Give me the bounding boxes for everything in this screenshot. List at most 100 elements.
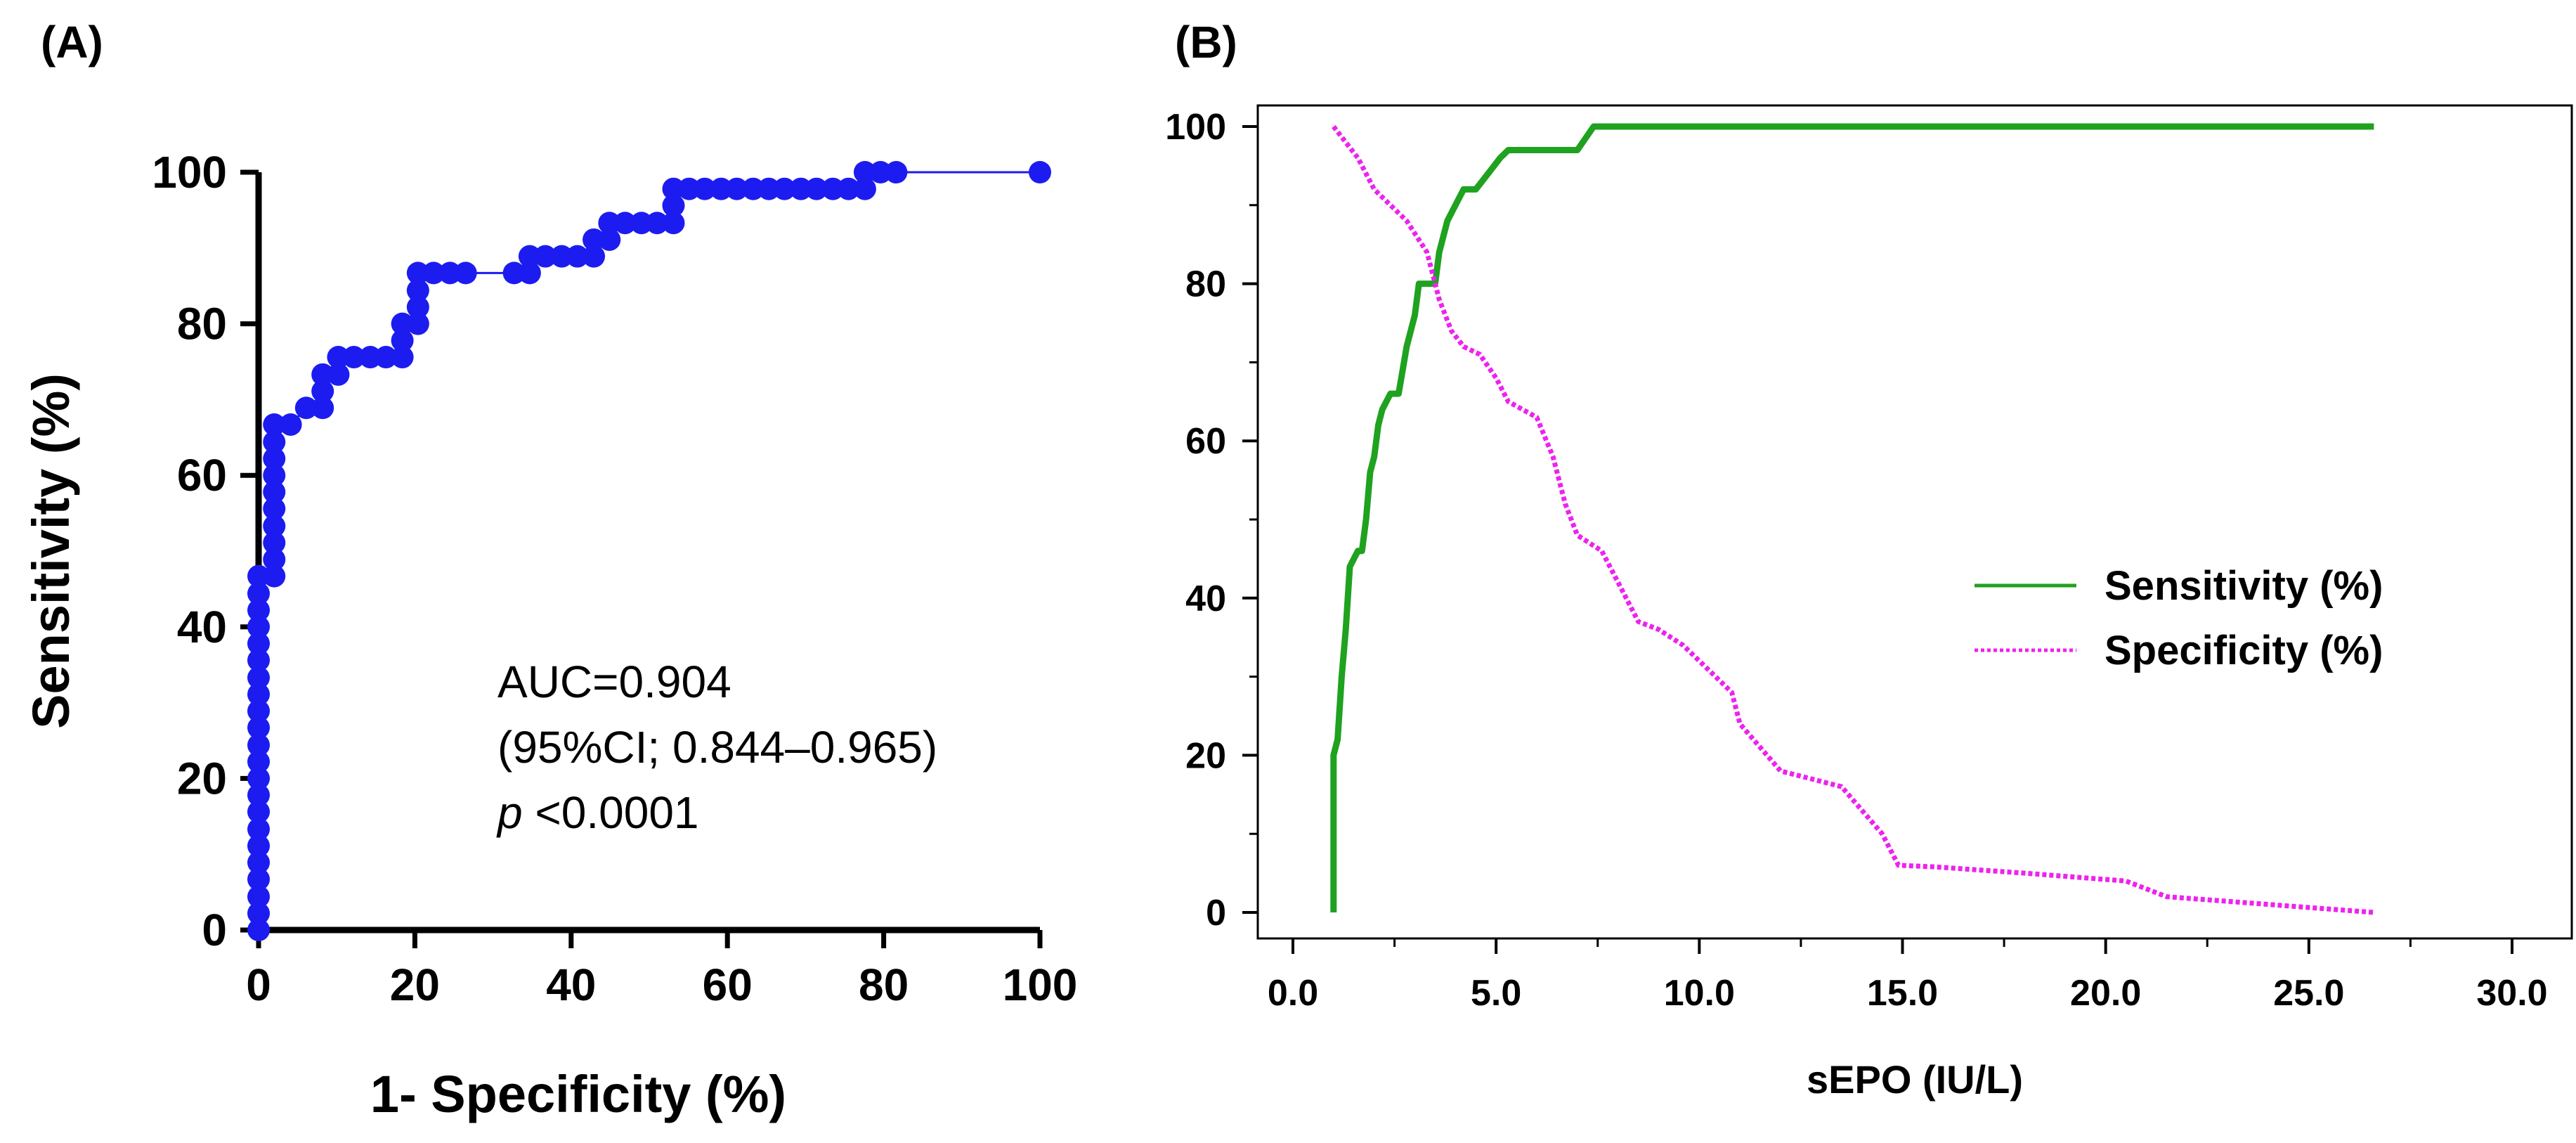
roc-y-tick-label: 0 [202, 905, 227, 955]
roc-y-tick-label: 40 [177, 602, 227, 652]
roc-point [247, 632, 270, 655]
roc-x-tick-label: 0 [246, 960, 271, 1010]
roc-point [263, 480, 286, 503]
legend-sensitivity-label: Sensitivity (%) [2105, 563, 2383, 609]
roc-point [247, 750, 270, 773]
roc-point [311, 380, 334, 403]
roc-point [518, 261, 541, 285]
roc-point [247, 699, 270, 723]
roc-y-tick-label: 20 [177, 753, 227, 803]
roc-point [566, 245, 589, 268]
roc-curve-points [247, 161, 1051, 941]
roc-x-axis-title: 1- Specificity (%) [370, 1065, 786, 1123]
legend-specificity-label: Specificity (%) [2105, 628, 2383, 673]
roc-x-tick-label: 100 [1003, 960, 1078, 1010]
roc-point [725, 177, 748, 200]
cutoff-panel: (B) 0.0 5.0 10.0 15.0 20.0 25.0 30.0 0 20 40 60 80 1… [1165, 17, 2573, 1102]
cutoff-y-tick-label: 80 [1185, 264, 1226, 305]
roc-point [502, 261, 526, 285]
legend: Sensitivity (%) Specificity (%) [1975, 563, 2383, 673]
roc-point [263, 515, 286, 538]
roc-point [263, 564, 286, 588]
roc-point [598, 212, 621, 235]
p-value: p <0.0001 [496, 787, 699, 838]
roc-point [662, 177, 685, 200]
roc-point [247, 683, 270, 706]
specificity-line [1332, 124, 2374, 915]
roc-point [454, 261, 477, 285]
roc-point [853, 161, 876, 183]
cutoff-y-tick-label: 40 [1185, 579, 1226, 619]
roc-point [311, 396, 334, 420]
p-value-label: p [496, 787, 523, 838]
roc-point [391, 329, 414, 352]
roc-point [263, 430, 286, 453]
roc-point [438, 261, 462, 285]
roc-point [630, 212, 653, 235]
roc-point [263, 413, 286, 436]
roc-point [518, 245, 541, 268]
roc-point [773, 177, 796, 200]
roc-point [1029, 161, 1051, 183]
cutoff-x-tick-label: 5.0 [1471, 973, 1521, 1014]
auc-value: AUC=0.904 [497, 657, 731, 707]
roc-point [327, 363, 350, 386]
roc-point [279, 413, 302, 436]
roc-point [247, 919, 270, 941]
p-value-number: <0.0001 [523, 787, 699, 838]
roc-point [247, 666, 270, 690]
roc-y-tick-label: 60 [177, 450, 227, 501]
roc-point [406, 312, 429, 335]
roc-point [789, 177, 812, 200]
roc-y-axis-title: Sensitivity (%) [22, 373, 80, 729]
roc-point [885, 161, 908, 183]
roc-point [853, 177, 876, 200]
cutoff-x-tick-label: 25.0 [2273, 973, 2344, 1014]
roc-x-tick-label: 40 [546, 960, 596, 1010]
roc-point [263, 548, 286, 571]
auc-confidence-interval: (95%CI; 0.844–0.965) [497, 722, 937, 773]
roc-y-tick-label: 80 [177, 299, 227, 349]
roc-point [550, 245, 573, 268]
cutoff-y-tick-label: 0 [1206, 893, 1226, 934]
roc-point [662, 194, 685, 217]
roc-point [422, 261, 445, 285]
roc-y-tick-label: 100 [152, 147, 227, 198]
cutoff-y-tick-label: 100 [1165, 107, 1226, 148]
roc-point [247, 564, 270, 588]
panel-a-label: (A) [41, 17, 103, 67]
roc-point [247, 767, 270, 790]
roc-panel: (A) 0 20 40 60 80 100 0 20 40 60 80 100 1- Specific… [22, 17, 1077, 1123]
roc-point [247, 902, 270, 925]
roc-point [677, 177, 701, 200]
roc-point [247, 716, 270, 740]
roc-point [247, 818, 270, 841]
roc-point [263, 464, 286, 487]
cutoff-x-tick-label: 20.0 [2070, 973, 2141, 1014]
roc-point [263, 531, 286, 555]
roc-point [837, 177, 860, 200]
roc-point [583, 245, 606, 268]
roc-point [805, 177, 828, 200]
cutoff-x-tick-label: 15.0 [1867, 973, 1938, 1014]
roc-point [359, 346, 382, 369]
roc-point [757, 177, 781, 200]
roc-point [263, 447, 286, 470]
roc-axis-ticks: 0 20 40 60 80 100 0 20 40 60 80 100 [152, 147, 1077, 1010]
roc-point [247, 649, 270, 672]
roc-point [247, 834, 270, 858]
roc-point [247, 867, 270, 891]
roc-point [247, 582, 270, 605]
roc-point [327, 346, 350, 369]
roc-point [375, 346, 398, 369]
roc-point [311, 363, 334, 386]
sensitivity-line [1330, 123, 2374, 912]
roc-point [710, 177, 733, 200]
roc-point [406, 261, 429, 285]
roc-point [247, 599, 270, 622]
cutoff-y-tick-label: 20 [1185, 735, 1226, 776]
roc-point [693, 177, 716, 200]
roc-point [247, 733, 270, 756]
roc-point [247, 615, 270, 638]
